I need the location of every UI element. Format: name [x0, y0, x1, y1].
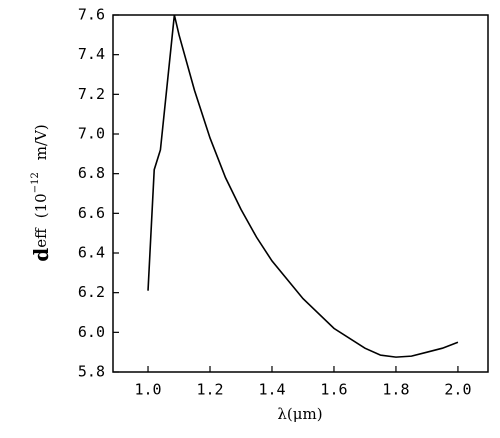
x-tick-label: 2.0 — [444, 381, 471, 399]
y-tick-label: 7.6 — [78, 6, 105, 24]
plot-frame — [112, 14, 489, 373]
y-tick-label: 5.8 — [78, 363, 105, 381]
x-tick-label: 1.6 — [320, 381, 347, 399]
y-label-symbol: d — [29, 248, 53, 262]
y-label-unit: m/V) — [32, 124, 50, 160]
y-tick-label: 6.2 — [78, 283, 105, 301]
y-label-exponent: −12 — [30, 172, 41, 193]
data-line — [147, 14, 459, 358]
x-tick-label: 1.8 — [382, 381, 409, 399]
y-label-subscript: eff — [32, 227, 50, 248]
y-tick-label: 6.8 — [78, 164, 105, 182]
y-tick-label: 6.0 — [78, 323, 105, 341]
y-tick-label: 7.0 — [78, 125, 105, 143]
x-axis-label: λ(μm) — [277, 405, 322, 423]
y-tick-label: 6.6 — [78, 204, 105, 222]
x-tick-label: 1.2 — [196, 381, 223, 399]
x-tick-label: 1.4 — [258, 381, 285, 399]
y-axis-label: deff (10−12 m/V) — [29, 124, 53, 262]
x-tick-label: 1.0 — [134, 381, 161, 399]
y-label-prefix: (10 — [32, 193, 50, 218]
y-tick-label: 6.4 — [78, 244, 105, 262]
y-tick-label: 7.4 — [78, 45, 105, 63]
y-tick-label: 7.2 — [78, 85, 105, 103]
